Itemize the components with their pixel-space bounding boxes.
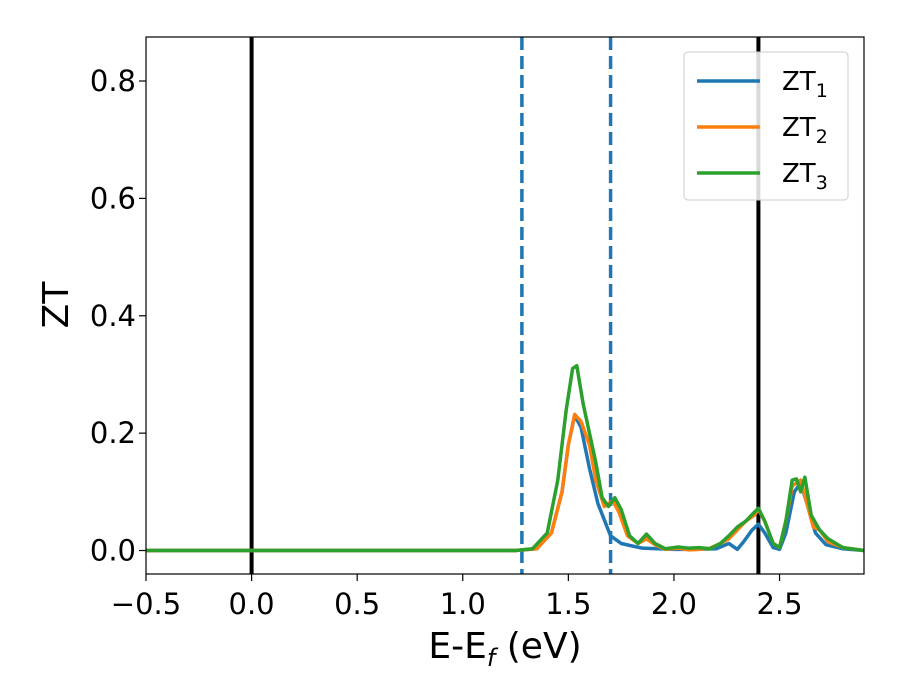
x-tick-label: 2.5 [756, 587, 802, 621]
x-tick-label: 2.0 [651, 587, 697, 621]
y-tick-label: 0.4 [90, 299, 136, 333]
legend-label-2: ZT2 [782, 113, 828, 148]
legend-box [683, 51, 849, 201]
y-tick-label: 0.8 [90, 64, 136, 98]
y-axis-label: ZT [36, 281, 77, 329]
x-tick-label: −0.5 [111, 587, 181, 621]
x-tick-label: 1.5 [545, 587, 591, 621]
plot-frame [145, 36, 865, 575]
legend-label-1: ZT1 [782, 67, 828, 102]
y-axis: 0.0 0.2 0.4 0.6 0.8 [90, 64, 146, 568]
legend-label-3: ZT3 [782, 159, 828, 194]
series-line-1 [146, 413, 864, 553]
y-tick-label: 0.2 [90, 416, 136, 450]
x-tick-label: 0.5 [334, 587, 380, 621]
series-line-3 [146, 363, 864, 553]
x-tick-label: 0.0 [229, 587, 275, 621]
x-tick-label: 1.0 [440, 587, 486, 621]
x-axis: −0.5 0.0 0.5 1.0 1.5 2.0 2.5 [111, 574, 803, 621]
x-axis-label: E-Ef (eV) [428, 626, 581, 672]
series-line-2 [146, 412, 864, 553]
y-tick-label: 0.6 [90, 181, 136, 215]
y-tick-label: 0.0 [90, 534, 136, 568]
legend: ZT1 ZT2 ZT3 [683, 51, 849, 201]
